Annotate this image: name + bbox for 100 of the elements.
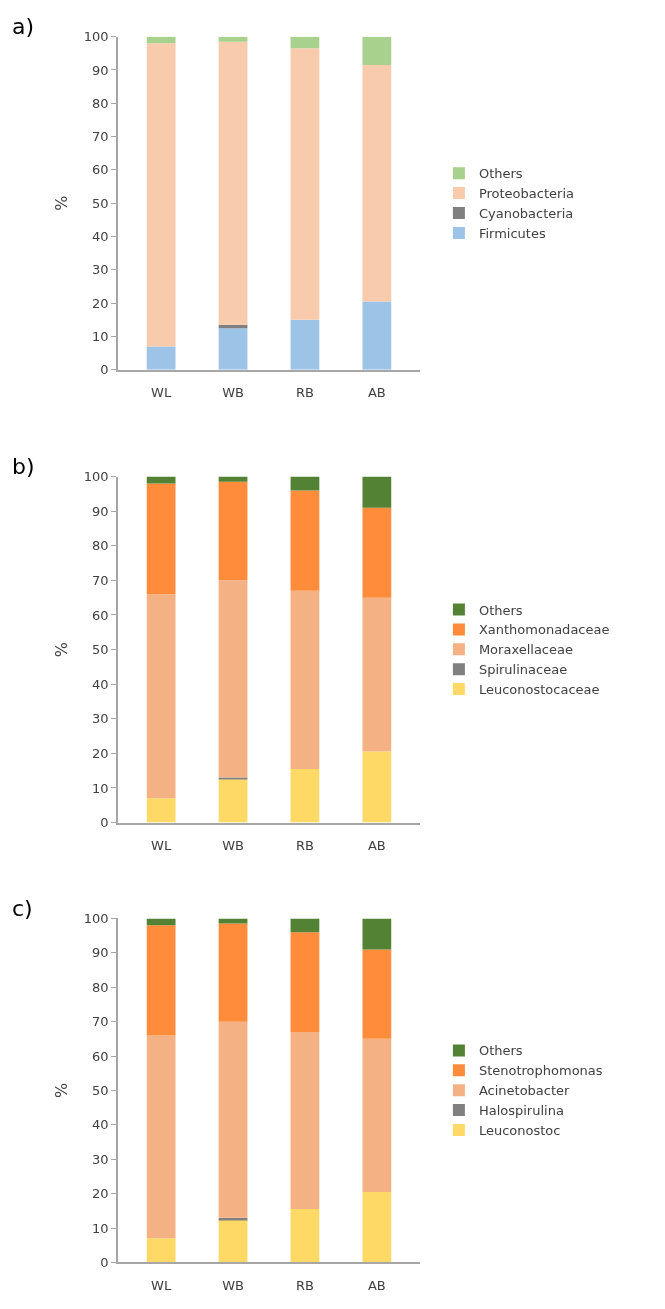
- bar: [362, 918, 392, 950]
- y-tick-label: 10: [92, 1220, 109, 1236]
- legend-label: Moraxellaceae: [478, 642, 573, 658]
- y-tick-label: 30: [92, 1151, 109, 1167]
- y-tick-label: 100: [83, 469, 109, 485]
- x-tick-label: AB: [367, 385, 386, 401]
- legend-label: Acinetobacter: [478, 1083, 571, 1099]
- y-tick-label: 10: [92, 329, 109, 345]
- bar: [290, 48, 320, 320]
- legend-label: Others: [478, 1043, 523, 1059]
- legend-label: Xanthomonadaceae: [478, 622, 610, 638]
- bar: [218, 923, 248, 1022]
- y-tick-label: 20: [92, 295, 109, 311]
- y-tick-label: 30: [92, 711, 109, 727]
- bar: [146, 925, 176, 1036]
- y-tick-label: 10: [92, 780, 109, 796]
- bar: [146, 798, 176, 823]
- bar: [290, 36, 320, 49]
- x-tick-label: RB: [295, 385, 314, 401]
- bar: [290, 490, 320, 591]
- bar: [362, 949, 392, 1039]
- y-tick-label: 60: [92, 162, 109, 178]
- bar: [290, 1031, 320, 1210]
- y-tick-label: 70: [92, 129, 109, 145]
- x-tick-label: WB: [222, 385, 244, 401]
- bar: [218, 481, 248, 581]
- x-tick-label: WB: [222, 837, 244, 853]
- y-tick-label: 50: [92, 1082, 109, 1098]
- bar: [362, 64, 392, 302]
- y-tick-label: 50: [92, 195, 109, 211]
- y-tick-label: 0: [100, 1254, 109, 1270]
- y-tick-label: 80: [92, 979, 109, 995]
- bar: [218, 476, 248, 482]
- x-tick-label: WB: [222, 1277, 244, 1293]
- bar: [218, 777, 248, 780]
- bar: [146, 346, 176, 370]
- bar: [290, 1209, 320, 1263]
- bar: [290, 319, 320, 370]
- bar: [290, 932, 320, 1032]
- bar: [146, 483, 176, 595]
- bar: [218, 1219, 248, 1263]
- y-tick-label: 60: [92, 1048, 109, 1064]
- y-tick-label: 30: [92, 262, 109, 278]
- legend-label: Firmicutes: [478, 225, 546, 241]
- y-tick-label: 50: [92, 642, 109, 658]
- bar: [362, 751, 392, 823]
- legend-label: Leuconostoc: [478, 1123, 561, 1139]
- legend-label: Leuconostocaceae: [478, 682, 600, 698]
- x-tick-label: AB: [367, 837, 386, 853]
- bar: [218, 580, 248, 778]
- bar: [362, 1191, 392, 1263]
- legend-label: Halospirulina: [478, 1103, 564, 1119]
- bar: [362, 301, 392, 370]
- bar: [146, 1238, 176, 1263]
- y-tick-label: 90: [92, 62, 109, 78]
- x-tick-label: AB: [367, 1277, 386, 1293]
- legend-label: Proteobacteria: [478, 186, 574, 202]
- bar: [218, 918, 248, 924]
- bar: [362, 597, 392, 752]
- x-tick-label: RB: [295, 1277, 314, 1293]
- bar: [146, 43, 176, 347]
- y-tick-label: 60: [92, 607, 109, 623]
- y-tick-label: 40: [92, 1117, 109, 1133]
- y-axis-title: %: [52, 195, 72, 211]
- y-tick-label: 80: [92, 538, 109, 554]
- bar: [218, 36, 248, 42]
- bar: [290, 476, 320, 491]
- bar: [146, 594, 176, 799]
- bar: [218, 779, 248, 823]
- y-axis-title: %: [52, 641, 72, 658]
- bar: [218, 328, 248, 370]
- y-tick-label: 20: [92, 1186, 109, 1202]
- y-tick-label: 80: [92, 95, 109, 111]
- bar: [290, 768, 320, 823]
- y-tick-label: 0: [100, 362, 109, 378]
- legend-label: Cyanobacteria: [478, 206, 574, 222]
- bar: [146, 1035, 176, 1239]
- y-tick-label: 90: [92, 945, 109, 961]
- x-tick-label: WL: [151, 1277, 172, 1293]
- bar: [218, 1021, 248, 1218]
- y-tick-label: 70: [92, 572, 109, 588]
- bar: [362, 1038, 392, 1192]
- y-tick-label: 100: [83, 910, 109, 926]
- bar: [218, 41, 248, 325]
- y-tick-label: 40: [92, 676, 109, 692]
- y-tick-label: 100: [83, 29, 109, 45]
- y-tick-label: 70: [92, 1014, 109, 1030]
- y-tick-label: 40: [92, 229, 109, 245]
- chart-title: a): [12, 14, 35, 39]
- bar: [290, 590, 320, 769]
- x-tick-label: RB: [295, 837, 314, 853]
- bar: [362, 507, 392, 598]
- chart-title: b): [12, 454, 35, 479]
- y-tick-label: 20: [92, 745, 109, 761]
- bar: [362, 476, 392, 508]
- legend-label: Others: [478, 602, 523, 618]
- x-tick-label: WL: [151, 837, 172, 853]
- bar: [362, 36, 392, 65]
- legend-label: Spirulinaceae: [478, 662, 568, 678]
- bar: [146, 36, 176, 44]
